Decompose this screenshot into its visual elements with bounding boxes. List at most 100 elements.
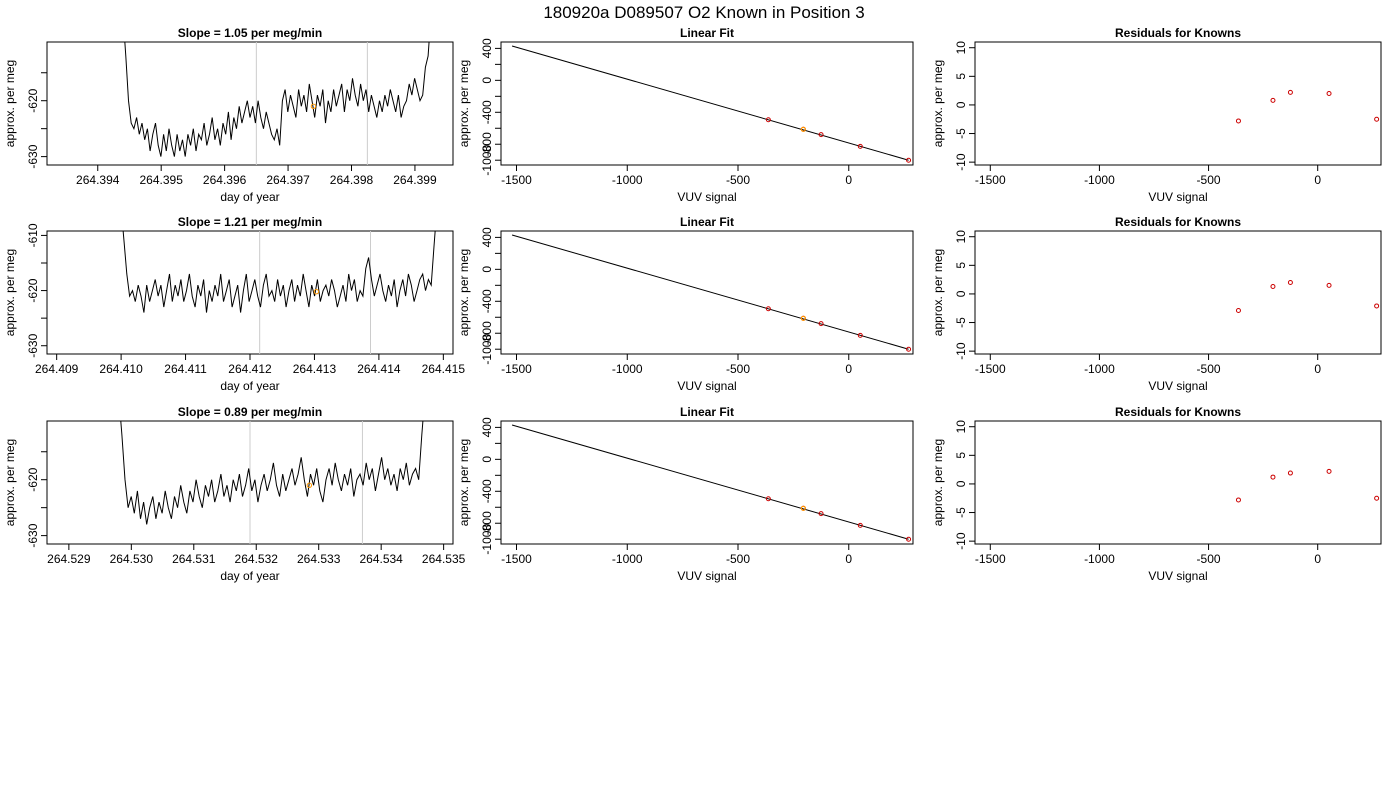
y-tick-label: 10 <box>954 230 968 244</box>
y-axis: -10 -5 0 5 10 <box>954 420 975 550</box>
plot-frame <box>974 41 1382 166</box>
data-point <box>1374 116 1380 122</box>
data-point <box>906 346 912 352</box>
data-point <box>1287 279 1293 285</box>
y-tick-label: 5 <box>954 262 968 269</box>
data-point <box>1270 97 1276 103</box>
x-tick-label: -500 <box>1197 362 1221 376</box>
x-tick-label: 0 <box>1314 552 1321 566</box>
data-point <box>906 536 912 542</box>
x-tick-label: 264.411 <box>164 362 207 376</box>
x-tick-label: 264.396 <box>203 173 247 187</box>
x-tick-label: 264.394 <box>76 173 120 187</box>
x-axis: -1500 -1000 -500 0 <box>975 544 1321 566</box>
panel-grid: Slope = 1.05 per meg/min 264.394 264.395 26… <box>3 26 1382 583</box>
data-point <box>765 306 771 312</box>
panel-1: Slope = 1.05 per meg/min 264.394 264.395 26… <box>3 26 454 204</box>
panel-5: Linear Fit -1500 -1000 -500 0 VUV signal -1000… <box>457 215 914 393</box>
data-point <box>818 132 824 138</box>
x-tick-label: -500 <box>726 173 750 187</box>
signal-trace <box>122 231 436 313</box>
x-tick-label: 0 <box>1314 173 1321 187</box>
x-tick-label: -1500 <box>501 362 532 376</box>
data-point <box>1287 470 1293 476</box>
plot-area <box>511 234 912 352</box>
y-tick-label: 0 <box>954 290 968 297</box>
x-tick-label: -1500 <box>975 362 1006 376</box>
y-axis: -630 -620 <box>26 72 47 169</box>
x-tick-label: 264.395 <box>139 173 183 187</box>
y-axis: -1000-800 -400 0 400 <box>480 38 501 176</box>
plot-frame <box>500 230 914 355</box>
known-marker <box>800 505 806 511</box>
fit-line <box>511 45 909 161</box>
fit-line <box>511 424 909 540</box>
y-tick-label: 400 <box>480 417 494 437</box>
panel-title: Linear Fit <box>680 26 734 40</box>
y-axis-label: approx. per meg <box>3 60 17 147</box>
panel-title: Slope = 1.05 per meg/min <box>178 26 322 40</box>
data-point <box>1374 303 1380 309</box>
data-point <box>906 157 912 163</box>
x-axis: -1500 -1000 -500 0 <box>975 354 1321 376</box>
y-axis-label: approx. per meg <box>931 60 945 147</box>
data-point <box>1287 89 1293 95</box>
panel-title: Linear Fit <box>680 405 734 419</box>
x-tick-label: -1000 <box>612 173 643 187</box>
plot-area <box>511 45 912 163</box>
plot-area <box>1235 89 1380 124</box>
y-axis-label: approx. per meg <box>931 249 945 336</box>
panel-6: Residuals for Knowns -1500 -1000 -500 0 VUV s… <box>931 215 1382 393</box>
y-axis-label: approx. per meg <box>931 439 945 526</box>
y-tick-label: -620 <box>26 467 40 491</box>
x-tick-label: 264.532 <box>235 552 279 566</box>
x-tick-label: -1000 <box>612 362 643 376</box>
y-axis: -10 -5 0 5 10 <box>954 230 975 360</box>
y-tick-label: 10 <box>954 420 968 434</box>
y-tick-label: -630 <box>26 333 40 357</box>
data-point <box>765 117 771 123</box>
data-point <box>1326 90 1332 96</box>
x-tick-label: -500 <box>726 362 750 376</box>
y-axis-label: approx. per meg <box>3 249 17 336</box>
x-tick-label: 264.398 <box>330 173 374 187</box>
y-tick-label: -620 <box>26 88 40 112</box>
x-axis-label: VUV signal <box>677 379 736 393</box>
x-axis-label: VUV signal <box>1148 379 1207 393</box>
data-point <box>1235 497 1241 503</box>
data-point <box>1326 282 1332 288</box>
y-tick-label: -5 <box>954 507 968 518</box>
y-axis: -630 -620 -610 <box>26 223 47 358</box>
y-tick-label: -800 <box>480 132 494 156</box>
x-tick-label: 264.529 <box>47 552 91 566</box>
data-point <box>1235 118 1241 124</box>
data-point <box>857 522 863 528</box>
y-tick-label: -1000 <box>480 524 494 555</box>
x-axis-label: VUV signal <box>677 190 736 204</box>
x-tick-label: 264.399 <box>393 173 437 187</box>
x-axis-label: day of year <box>220 190 279 204</box>
data-point <box>818 511 824 517</box>
y-tick-label: 0 <box>480 456 494 463</box>
x-tick-label: -1000 <box>612 552 643 566</box>
plot-area <box>1235 279 1380 314</box>
x-tick-label: -1000 <box>1084 552 1115 566</box>
data-point <box>1270 474 1276 480</box>
x-tick-label: 0 <box>1314 362 1321 376</box>
y-tick-label: 0 <box>480 266 494 273</box>
signal-trace <box>124 42 430 157</box>
panel-3: Residuals for Knowns -1500 -1000 -500 0 VUV s… <box>931 26 1382 204</box>
panel-9: Residuals for Knowns -1500 -1000 -500 0 VUV s… <box>931 405 1382 583</box>
plot-area <box>120 421 424 544</box>
y-tick-label: -1000 <box>480 334 494 365</box>
x-tick-label: 264.409 <box>35 362 79 376</box>
plot-frame <box>500 420 914 545</box>
x-tick-label: -500 <box>1197 552 1221 566</box>
x-tick-label: -1500 <box>501 173 532 187</box>
signal-trace <box>120 421 424 525</box>
x-tick-label: 0 <box>845 173 852 187</box>
y-tick-label: -400 <box>480 289 494 313</box>
y-axis: -1000-800 -400 0 400 <box>480 417 501 555</box>
